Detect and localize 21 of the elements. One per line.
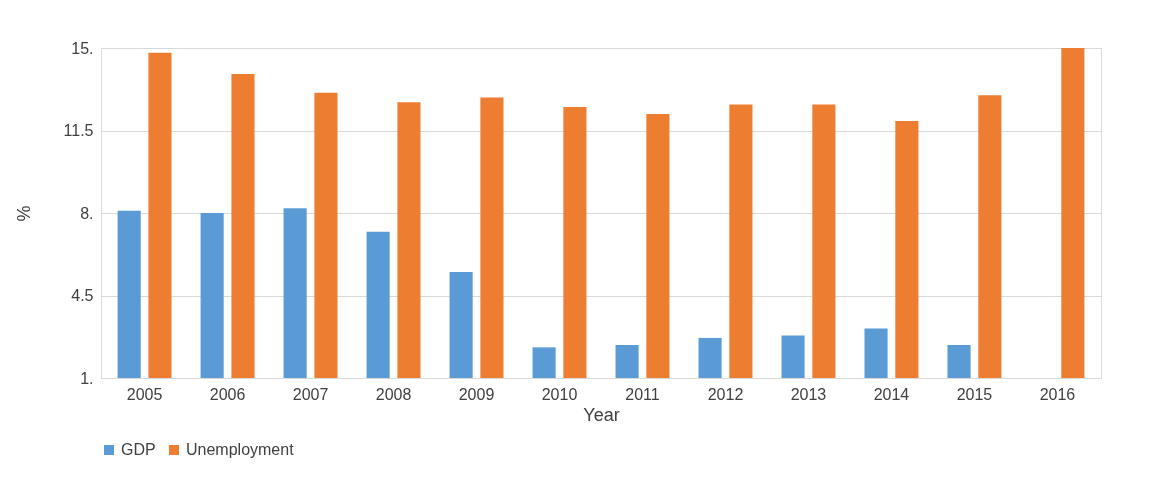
x-tick-label: 2006: [209, 385, 246, 403]
legend-label: GDP: [121, 441, 156, 458]
y-tick-label: 4.5: [71, 287, 94, 304]
y-tick-label: 11.5: [63, 122, 94, 139]
y-tick-label: 8.: [80, 204, 94, 222]
x-tick-label: 2008: [375, 385, 412, 403]
x-tick-label: 2013: [790, 385, 827, 403]
y-tick-label: 1.: [80, 369, 94, 387]
y-tick-label: 15.: [71, 39, 94, 57]
x-tick-label: 2015: [956, 385, 993, 403]
x-axis-title: Year: [583, 404, 620, 425]
x-tick-label: 2014: [873, 385, 910, 403]
x-tick-label: 2012: [707, 385, 744, 403]
x-tick-label: 2010: [541, 385, 578, 403]
x-tick-label: 2016: [1039, 385, 1076, 403]
y-axis-title: %: [13, 205, 34, 222]
x-tick-label: 2005: [126, 385, 163, 403]
legend-label: Unemployment: [186, 441, 295, 458]
x-tick-label: 2007: [292, 385, 329, 403]
x-tick-label: 2009: [458, 385, 495, 403]
x-tick-label: 2011: [625, 385, 660, 403]
